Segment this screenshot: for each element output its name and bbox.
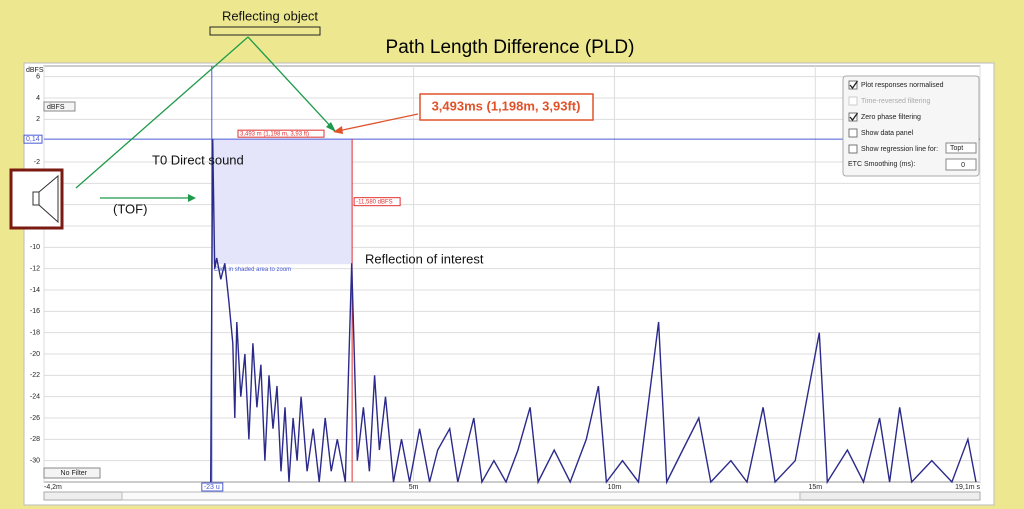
filter-dropdown[interactable] — [43, 467, 101, 479]
cursor-box — [23, 134, 43, 144]
x-tick-label: 10m — [608, 484, 622, 491]
y-tick-label: -12 — [30, 266, 40, 273]
arrow — [247, 36, 335, 131]
level-label: -11,580 dBFS — [356, 199, 393, 205]
checkbox[interactable] — [848, 112, 858, 122]
option-label: Plot responses normalised — [861, 82, 944, 89]
plot-area — [43, 65, 981, 483]
smoothing-input[interactable] — [945, 158, 977, 171]
units-value: dBFS — [47, 104, 65, 111]
y-tick-label: -20 — [30, 351, 40, 358]
cursor-box — [353, 197, 401, 207]
reflector-icon — [209, 26, 321, 36]
y-tick-label: -26 — [30, 415, 40, 422]
x-tick-label: -4,2m — [44, 484, 62, 491]
y-tick-label: -24 — [30, 394, 40, 401]
regression-dropdown[interactable] — [945, 142, 977, 154]
smoothing-value: 0 — [961, 162, 965, 169]
option-label: Time-reversed filtering — [861, 98, 930, 105]
units-dropdown[interactable] — [43, 101, 76, 112]
y-tick-label: 4 — [36, 95, 40, 102]
regression-value: Topt — [950, 145, 963, 152]
y-tick-label: 6 — [36, 74, 40, 81]
check-mark — [849, 80, 859, 90]
cursor-box — [201, 482, 224, 492]
hint: Click in shaded area to zoom — [214, 267, 291, 273]
y-tick-label: -2 — [34, 159, 40, 166]
filter-value: No Filter — [61, 470, 88, 477]
delay-label: 3,493 m (1,198 m, 3,93 ft) — [240, 131, 309, 137]
arrow-head — [326, 122, 336, 132]
option-label: Show regression line for: — [861, 146, 938, 153]
checkbox[interactable] — [848, 80, 858, 90]
y-tick-label: -18 — [30, 330, 40, 337]
arrow — [337, 113, 419, 132]
zoom-region — [211, 139, 353, 265]
arrow-head — [333, 126, 343, 134]
checkbox[interactable] — [848, 144, 858, 154]
cursor-y-label: 0,14 — [26, 136, 40, 143]
x-tick-label: 5m — [409, 484, 419, 491]
option-label: Zero phase filtering — [861, 114, 921, 121]
y-tick-label: -14 — [30, 287, 40, 294]
arrow — [75, 36, 249, 189]
y-tick-label: -28 — [30, 436, 40, 443]
x-tick-label: 15m — [808, 484, 822, 491]
speaker-icon — [9, 168, 64, 230]
annotation: Reflecting object — [222, 8, 318, 23]
y-tick-label: -30 — [30, 458, 40, 465]
pld-value: 3,493ms (1,198m, 3,93ft) — [432, 98, 581, 113]
arrow-head — [188, 194, 196, 202]
scroll-thumb[interactable] — [121, 491, 801, 501]
y-tick-label: -22 — [30, 372, 40, 379]
cursor-x-label: -23 u — [204, 484, 220, 491]
axis-label: dBFS — [26, 67, 44, 74]
annotation: Reflection of interest — [365, 251, 484, 266]
title: Path Length Difference (PLD) — [386, 37, 635, 58]
y-tick-label: 2 — [36, 116, 40, 123]
checkbox[interactable] — [848, 128, 858, 138]
smoothing-label: ETC Smoothing (ms): — [848, 161, 915, 168]
etc-line — [210, 139, 977, 485]
check-mark — [849, 112, 859, 122]
options-panel — [842, 75, 980, 177]
y-tick-label: -10 — [30, 244, 40, 251]
annotation: T0 Direct sound — [152, 152, 244, 167]
option-label: Show data panel — [861, 130, 914, 137]
checkbox — [848, 96, 858, 106]
annotation: (TOF) — [113, 201, 147, 216]
y-tick-label: -16 — [30, 308, 40, 315]
x-tick-label: 19,1m s — [955, 484, 980, 491]
pld-box — [419, 93, 594, 121]
cursor-box — [237, 129, 325, 138]
